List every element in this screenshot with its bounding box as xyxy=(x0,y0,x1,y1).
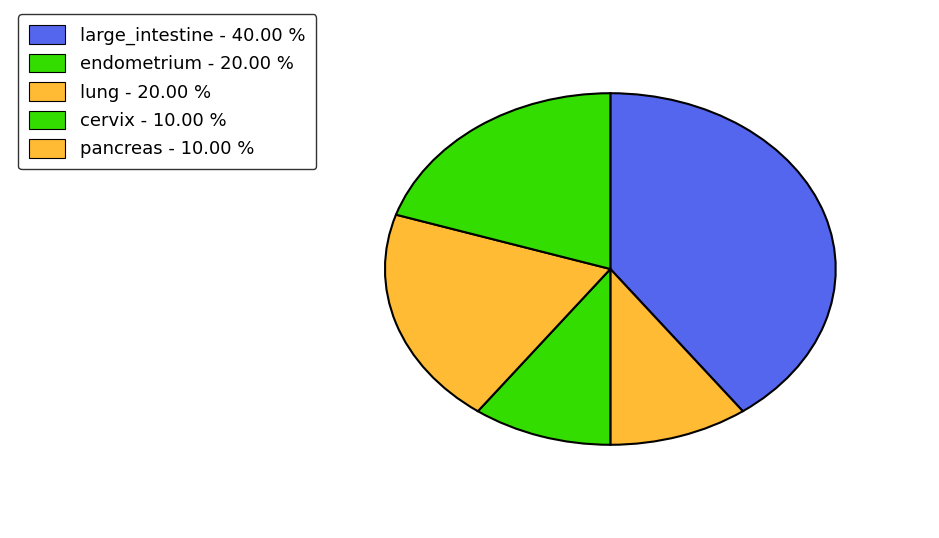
Wedge shape xyxy=(610,93,836,411)
Wedge shape xyxy=(610,269,743,445)
Wedge shape xyxy=(478,269,610,445)
Wedge shape xyxy=(385,215,610,411)
Legend: large_intestine - 40.00 %, endometrium - 20.00 %, lung - 20.00 %, cervix - 10.00: large_intestine - 40.00 %, endometrium -… xyxy=(19,15,316,169)
Wedge shape xyxy=(396,93,610,269)
